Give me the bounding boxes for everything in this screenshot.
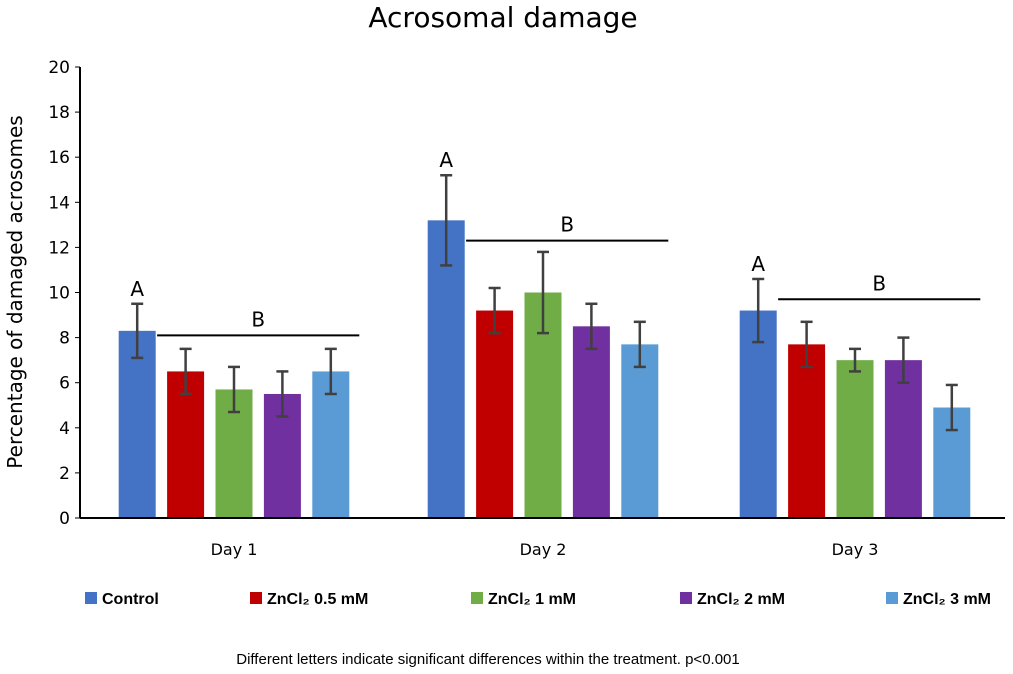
bar-day2-series-0 bbox=[427, 220, 465, 518]
y-tick-label: 2 bbox=[59, 464, 70, 484]
legend-label: ZnCl₂ 0.5 mM bbox=[267, 591, 368, 608]
bar-day3-series-2 bbox=[836, 360, 874, 518]
x-category-label: Day 1 bbox=[211, 540, 258, 559]
legend-swatch bbox=[680, 592, 692, 604]
y-axis-label: Percentage of damaged acrosomes bbox=[3, 115, 27, 468]
y-tick-label: 6 bbox=[59, 374, 70, 394]
chart-title: Acrosomal damage bbox=[368, 1, 637, 34]
legend-swatch bbox=[886, 592, 898, 604]
bar-day1-series-1 bbox=[167, 371, 205, 518]
y-axis-ticks: 0 2 4 6 8 10 12 14 16 18 20 bbox=[48, 58, 80, 529]
bar-day1-series-0 bbox=[118, 330, 156, 518]
y-tick-label: 8 bbox=[59, 329, 70, 349]
x-axis-category-labels: Day 1 Day 2 Day 3 bbox=[211, 540, 879, 559]
significance-letter-control: A bbox=[439, 148, 453, 172]
legend: Control ZnCl₂ 0.5 mM ZnCl₂ 1 mM ZnCl₂ 2 mM Z… bbox=[85, 591, 991, 608]
significance-letter-control: A bbox=[751, 252, 765, 276]
y-tick-label: 10 bbox=[48, 284, 70, 304]
legend-swatch bbox=[471, 592, 483, 604]
bar-day2-series-1 bbox=[476, 310, 514, 518]
bar-day3-series-0 bbox=[739, 310, 777, 518]
error-bars-group bbox=[131, 173, 958, 432]
bar-day1-series-4 bbox=[312, 371, 350, 518]
y-tick-label: 12 bbox=[48, 238, 70, 258]
x-category-label: Day 2 bbox=[520, 540, 567, 559]
significance-letter-group: B bbox=[251, 307, 265, 331]
y-tick-label: 4 bbox=[59, 419, 70, 439]
y-tick-label: 16 bbox=[48, 148, 70, 168]
legend-swatch bbox=[250, 592, 262, 604]
bar-day2-series-3 bbox=[572, 326, 610, 518]
legend-label: Control bbox=[102, 591, 159, 608]
y-tick-label: 18 bbox=[48, 103, 70, 123]
significance-annotations: A B A B A B bbox=[130, 148, 981, 337]
legend-label: ZnCl₂ 1 mM bbox=[488, 591, 576, 608]
y-tick-label: 14 bbox=[48, 193, 70, 213]
legend-label: ZnCl₂ 2 mM bbox=[697, 591, 785, 608]
significance-letter-group: B bbox=[560, 213, 574, 237]
significance-letter-control: A bbox=[130, 277, 144, 301]
significance-letter-group: B bbox=[872, 271, 886, 295]
y-tick-label: 0 bbox=[59, 509, 70, 529]
legend-label: ZnCl₂ 3 mM bbox=[903, 591, 991, 608]
footnote: Different letters indicate significant d… bbox=[236, 651, 739, 668]
bar-day2-series-4 bbox=[621, 344, 659, 518]
bar-day3-series-1 bbox=[788, 344, 826, 518]
y-tick-label: 20 bbox=[48, 58, 70, 78]
legend-swatch bbox=[85, 592, 97, 604]
bars-group bbox=[118, 220, 971, 518]
bar-day3-series-3 bbox=[884, 360, 922, 518]
x-category-label: Day 3 bbox=[832, 540, 879, 559]
